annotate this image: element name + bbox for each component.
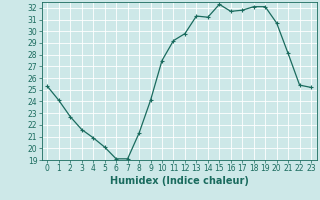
X-axis label: Humidex (Indice chaleur): Humidex (Indice chaleur) — [110, 176, 249, 186]
